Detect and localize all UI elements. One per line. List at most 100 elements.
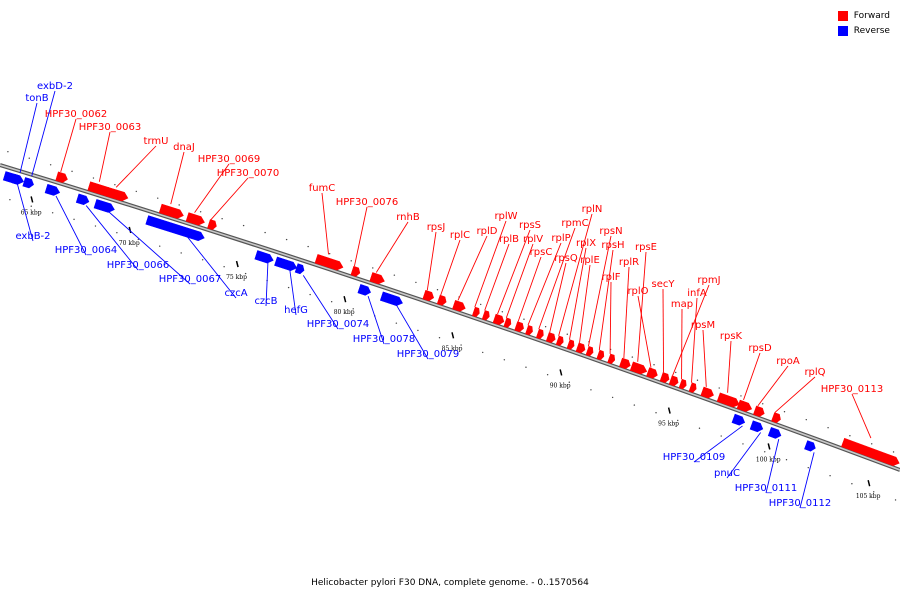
tick-label: 70 kbp bbox=[119, 240, 140, 247]
minor-tick bbox=[28, 157, 30, 159]
minor-tick bbox=[805, 418, 807, 421]
minor-tick bbox=[114, 183, 116, 186]
forward-gene bbox=[596, 349, 605, 361]
minor-tick bbox=[566, 333, 568, 335]
gene-leader-line bbox=[505, 243, 534, 318]
minor-tick bbox=[827, 426, 829, 429]
minor-tick bbox=[223, 265, 225, 268]
gene-leader-line bbox=[265, 262, 269, 307]
gene-leader-line bbox=[194, 163, 230, 213]
minor-tick bbox=[51, 212, 54, 214]
minor-tick bbox=[285, 238, 288, 241]
backbone-outline bbox=[0, 163, 900, 472]
gene-leader-line bbox=[637, 251, 647, 362]
minor-tick bbox=[436, 289, 439, 291]
gene-label: hefG bbox=[284, 305, 308, 316]
minor-tick bbox=[438, 337, 441, 339]
minor-tick bbox=[675, 371, 677, 374]
minor-tick bbox=[698, 427, 701, 429]
gene-leader-line bbox=[637, 295, 652, 368]
minor-tick bbox=[352, 308, 354, 310]
minor-tick bbox=[894, 499, 897, 501]
reverse-gene bbox=[254, 250, 274, 264]
gene-label: rpsQ bbox=[554, 253, 578, 264]
gene-label: rplB bbox=[499, 234, 519, 245]
minor-tick bbox=[330, 300, 333, 303]
minor-tick bbox=[328, 252, 331, 255]
minor-tick bbox=[829, 474, 831, 477]
minor-tick bbox=[523, 318, 525, 320]
minor-tick bbox=[482, 351, 484, 354]
minor-tick bbox=[544, 326, 547, 328]
legend: Forward Reverse bbox=[837, 8, 890, 38]
gene-label: pnuC bbox=[714, 468, 740, 479]
reverse-gene bbox=[804, 440, 816, 452]
minor-tick bbox=[159, 245, 161, 247]
forward-gene bbox=[158, 203, 184, 219]
minor-tick bbox=[480, 303, 482, 306]
gene-leader-line bbox=[210, 177, 249, 220]
gene-label: rpmC bbox=[561, 218, 588, 229]
minor-tick bbox=[696, 379, 699, 381]
minor-tick bbox=[180, 252, 182, 254]
gene-leader-line bbox=[16, 183, 34, 242]
gene-leader-line bbox=[179, 227, 237, 299]
minor-tick bbox=[264, 231, 266, 234]
forward-gene bbox=[535, 328, 544, 340]
gene-label: fumC bbox=[309, 183, 336, 194]
minor-tick bbox=[135, 190, 137, 193]
gene-label: rpsH bbox=[601, 240, 624, 251]
tick-label: 95 kbp bbox=[658, 421, 679, 428]
gene-label: HPF30_0113 bbox=[821, 384, 883, 395]
minor-tick bbox=[71, 170, 73, 173]
tick-mark bbox=[767, 443, 771, 450]
gene-label: rplC bbox=[450, 230, 470, 241]
gene-label: rpsS bbox=[519, 220, 541, 231]
gene-leader-line bbox=[367, 295, 385, 345]
gene-label: HPF30_0070 bbox=[217, 168, 279, 179]
forward-gene bbox=[575, 342, 586, 354]
minor-tick bbox=[568, 381, 570, 383]
gene-label: secY bbox=[652, 279, 676, 290]
gene-leader-line bbox=[727, 340, 732, 393]
gene-leader-line bbox=[691, 297, 698, 383]
gene-label: HPF30_0078 bbox=[353, 334, 415, 345]
forward-gene bbox=[503, 317, 512, 328]
gene-leader-line bbox=[587, 235, 612, 347]
backbone bbox=[0, 164, 900, 471]
gene-leader-line bbox=[457, 235, 488, 301]
gene-leader-line bbox=[375, 221, 409, 273]
forward-gene bbox=[659, 372, 670, 383]
forward-gene bbox=[525, 324, 533, 336]
minor-tick bbox=[309, 293, 311, 296]
gene-leader-line bbox=[672, 284, 710, 376]
gene-leader-line bbox=[60, 118, 77, 172]
forward-gene bbox=[545, 332, 556, 343]
tick-label: 105 kbp bbox=[856, 493, 881, 500]
gene-label: exbD-2 bbox=[37, 81, 73, 92]
gene-leader-line bbox=[395, 303, 429, 360]
legend-reverse: Reverse bbox=[837, 23, 890, 38]
minor-tick bbox=[242, 224, 245, 227]
minor-tick bbox=[849, 435, 851, 437]
gene-label: exbB-2 bbox=[15, 231, 50, 242]
gene-label: rplP bbox=[551, 233, 570, 244]
forward-gene bbox=[668, 375, 679, 387]
minor-tick bbox=[350, 260, 352, 262]
gene-leader-line bbox=[549, 262, 567, 333]
gene-leader-line bbox=[302, 275, 339, 330]
forward-gene bbox=[753, 405, 765, 417]
gene-label: rpsK bbox=[720, 331, 743, 342]
minor-tick bbox=[417, 329, 419, 332]
tick-mark bbox=[128, 226, 132, 234]
forward-gene bbox=[736, 399, 753, 412]
minor-tick bbox=[631, 356, 634, 358]
tick-label: 80 kbp bbox=[334, 309, 355, 316]
minor-tick bbox=[873, 491, 875, 493]
forward-gene bbox=[646, 367, 658, 379]
tick-mark bbox=[559, 369, 563, 376]
legend-forward-label: Forward bbox=[853, 10, 890, 21]
gene-leader-line bbox=[579, 264, 591, 343]
forward-gene bbox=[492, 313, 505, 326]
gene-leader-line bbox=[743, 352, 761, 401]
